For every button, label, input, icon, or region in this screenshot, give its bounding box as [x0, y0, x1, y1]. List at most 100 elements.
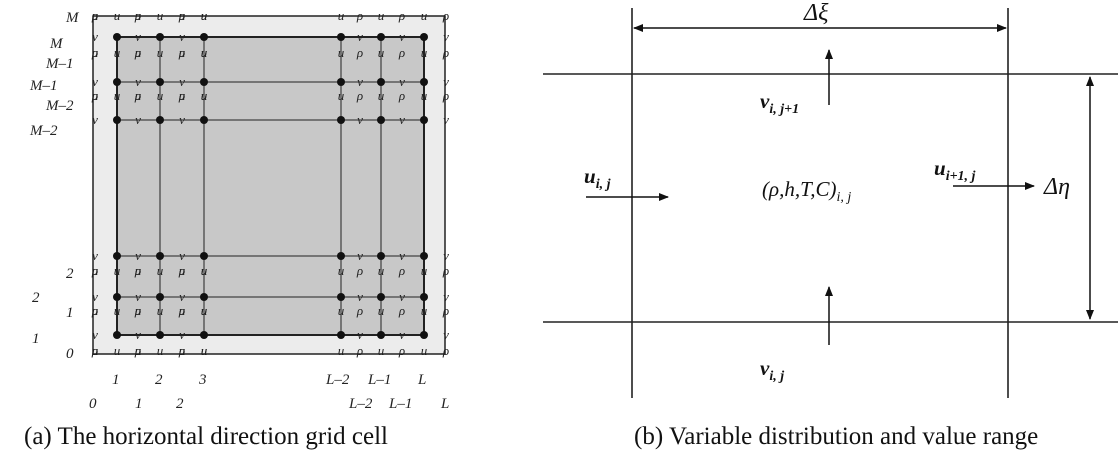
- caption-a: (a) The horizontal direction grid cell: [24, 423, 388, 450]
- v-symbol: v: [443, 112, 449, 127]
- u-symbol: u: [338, 88, 345, 103]
- rho-symbol: ρ: [91, 343, 98, 358]
- rho-symbol: ρ: [442, 263, 449, 278]
- rho-symbol: ρ: [398, 263, 405, 278]
- grid-node: [113, 293, 121, 301]
- left-inner-label-1: 1: [66, 305, 74, 321]
- u-symbol: u: [338, 8, 345, 23]
- grid-node: [420, 33, 428, 41]
- rho-symbol: ρ: [398, 45, 405, 60]
- rho-symbol: ρ: [91, 45, 98, 60]
- grid-node: [200, 33, 208, 41]
- u-symbol: u: [179, 343, 186, 358]
- rho-symbol: ρ: [442, 88, 449, 103]
- rho-symbol: ρ: [178, 343, 185, 358]
- u-symbol: u: [421, 8, 428, 23]
- grid-node: [337, 116, 345, 124]
- rho-symbol: ρ: [442, 303, 449, 318]
- grid-node: [420, 252, 428, 260]
- rho-symbol: ρ: [356, 8, 363, 23]
- grid-node: [200, 116, 208, 124]
- left-inner-label-M-1: M–1: [45, 56, 74, 72]
- grid-node: [337, 78, 345, 86]
- u-symbol: u: [157, 88, 164, 103]
- bottom-label-3: 3: [198, 372, 207, 388]
- v-symbol: v: [92, 289, 98, 304]
- v-symbol: v: [179, 74, 185, 89]
- rho-symbol: ρ: [442, 343, 449, 358]
- bottom-outer-label-2: 2: [176, 396, 184, 412]
- rho-symbol: ρ: [134, 8, 141, 23]
- u-symbol: u: [338, 343, 345, 358]
- cell-center-variables: (ρ,h,T,C)i, j: [762, 177, 851, 205]
- left-label-1: 1: [32, 331, 40, 347]
- grid-node: [200, 78, 208, 86]
- v-symbol: v: [92, 29, 98, 44]
- left-inner-index-labels: M M–1 M–2 2 1 0: [45, 10, 80, 362]
- u-symbol: u: [421, 88, 428, 103]
- u-symbol: u: [92, 343, 99, 358]
- v-symbol: v: [357, 29, 363, 44]
- v-symbol: v: [443, 29, 449, 44]
- rho-symbol: ρ: [178, 88, 185, 103]
- rho-symbol: ρ: [398, 88, 405, 103]
- rho-symbol: ρ: [134, 88, 141, 103]
- u-symbol: u: [378, 303, 385, 318]
- v-top-label: vi, j+1: [760, 89, 799, 117]
- rho-symbol: ρ: [91, 263, 98, 278]
- rho-symbol: ρ: [134, 343, 141, 358]
- grid-node: [156, 293, 164, 301]
- grid-node: [200, 293, 208, 301]
- v-symbol: v: [443, 74, 449, 89]
- grid-node: [113, 331, 121, 339]
- v-symbol: v: [443, 289, 449, 304]
- v-symbol: v: [399, 289, 405, 304]
- u-symbol: u: [114, 343, 121, 358]
- left-label-M: M: [49, 36, 64, 52]
- u-symbol: u: [179, 45, 186, 60]
- v-symbol: v: [179, 248, 185, 263]
- caption-b: (b) Variable distribution and value rang…: [634, 423, 1038, 450]
- u-symbol: u: [135, 343, 142, 358]
- u-symbol: u: [157, 303, 164, 318]
- rho-symbol: ρ: [91, 88, 98, 103]
- bottom-label-2: 2: [155, 372, 163, 388]
- grid-variable-symbols: u u u uρ u ρ u ρ u u ρ u ρ u ρu u u uρ u ρ u ρ u u ρ u ρ u ρu u u uρ u ρ u…: [91, 8, 449, 358]
- u-symbol: u: [114, 45, 121, 60]
- u-symbol: u: [135, 8, 142, 23]
- u-symbol: u: [92, 303, 99, 318]
- u-symbol: u: [92, 45, 99, 60]
- grid-node: [113, 252, 121, 260]
- left-inner-label-M-2: M–2: [45, 98, 74, 114]
- v-symbol: v: [135, 327, 141, 342]
- left-label-M-2: M–2: [29, 123, 58, 139]
- v-symbol: v: [92, 112, 98, 127]
- u-symbol: u: [114, 8, 121, 23]
- u-symbol: u: [92, 8, 99, 23]
- u-symbol: u: [201, 343, 208, 358]
- bottom-outer-label-L-1: L–1: [388, 396, 412, 412]
- left-inner-label-2: 2: [66, 266, 74, 282]
- grid-node: [337, 33, 345, 41]
- rho-symbol: ρ: [398, 343, 405, 358]
- bottom-outer-index-labels: 0 1 2 L–2 L–1 L: [89, 396, 449, 412]
- grid-node: [113, 78, 121, 86]
- rho-symbol: ρ: [356, 263, 363, 278]
- grid-node: [113, 116, 121, 124]
- u-symbol: u: [201, 263, 208, 278]
- bottom-label-L-1: L–1: [367, 372, 391, 388]
- rho-symbol: ρ: [356, 303, 363, 318]
- u-symbol: u: [378, 343, 385, 358]
- grid-node: [420, 293, 428, 301]
- left-index-labels: M M–1 M–2 2 1: [29, 36, 64, 347]
- u-symbol: u: [135, 263, 142, 278]
- grid-node: [420, 116, 428, 124]
- rho-symbol: ρ: [91, 303, 98, 318]
- u-symbol: u: [157, 8, 164, 23]
- grid-node: [337, 293, 345, 301]
- grid-lines: [116, 36, 425, 336]
- v-symbol: v: [357, 327, 363, 342]
- rho-symbol: ρ: [398, 8, 405, 23]
- u-symbol: u: [157, 263, 164, 278]
